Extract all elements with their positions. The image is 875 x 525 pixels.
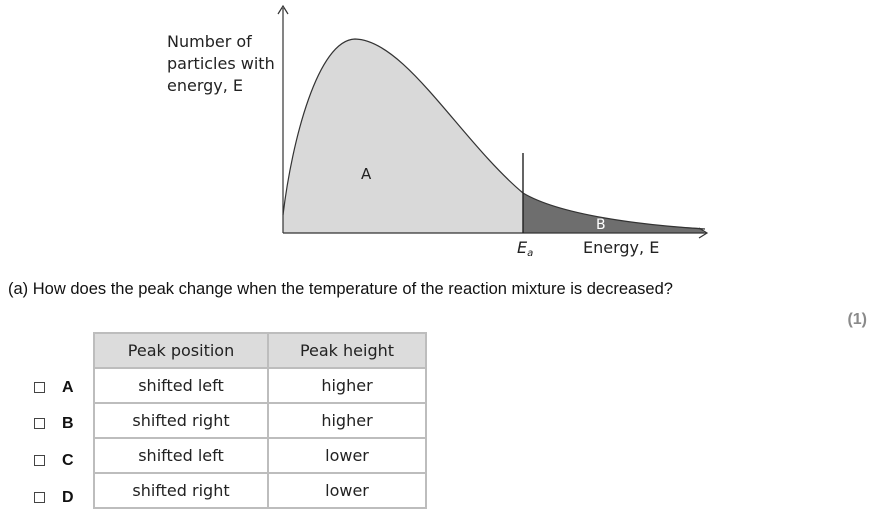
table-row: shifted left lower [93, 437, 427, 474]
cell-height: lower [267, 437, 427, 474]
table-row: shifted right lower [93, 472, 427, 509]
option-letter: D [62, 488, 74, 506]
region-a-area [283, 39, 523, 233]
energy-distribution-graph: Number of particles with energy, E A B E… [167, 4, 709, 259]
y-axis-arrow [277, 4, 289, 15]
table-row: shifted left higher [93, 367, 427, 404]
checkbox-b[interactable] [34, 418, 45, 429]
cell-position: shifted left [93, 437, 269, 474]
option-d[interactable]: D [34, 479, 94, 516]
cell-height: higher [267, 367, 427, 404]
table-header-row: Peak position Peak height [93, 332, 427, 369]
checkbox-d[interactable] [34, 492, 45, 503]
table-row: shifted right higher [93, 402, 427, 439]
cell-position: shifted right [93, 472, 269, 509]
option-letter: C [62, 451, 74, 469]
answer-table: Peak position Peak height shifted left h… [93, 332, 427, 509]
header-peak-height: Peak height [267, 332, 427, 369]
question-text: (a) How does the peak change when the te… [8, 280, 673, 298]
checkbox-c[interactable] [34, 455, 45, 466]
option-a[interactable]: A [34, 369, 94, 406]
checkbox-a[interactable] [34, 382, 45, 393]
option-b[interactable]: B [34, 405, 94, 442]
x-axis-label: Energy, E [583, 238, 659, 257]
cell-height: higher [267, 402, 427, 439]
cell-position: shifted right [93, 402, 269, 439]
distribution-curve [282, 38, 706, 230]
x-axis-arrow [698, 227, 709, 239]
y-axis-label: Number of particles with energy, E [167, 32, 280, 95]
header-peak-position: Peak position [93, 332, 269, 369]
option-c[interactable]: C [34, 442, 94, 479]
ea-label: Ea [517, 238, 533, 259]
cell-position: shifted left [93, 367, 269, 404]
region-a-label: A [361, 165, 372, 183]
region-b-label: B [596, 217, 606, 233]
option-letter: B [62, 414, 74, 432]
cell-height: lower [267, 472, 427, 509]
marks-label: (1) [847, 311, 867, 328]
option-letter: A [62, 378, 74, 396]
region-b-area [523, 193, 705, 233]
